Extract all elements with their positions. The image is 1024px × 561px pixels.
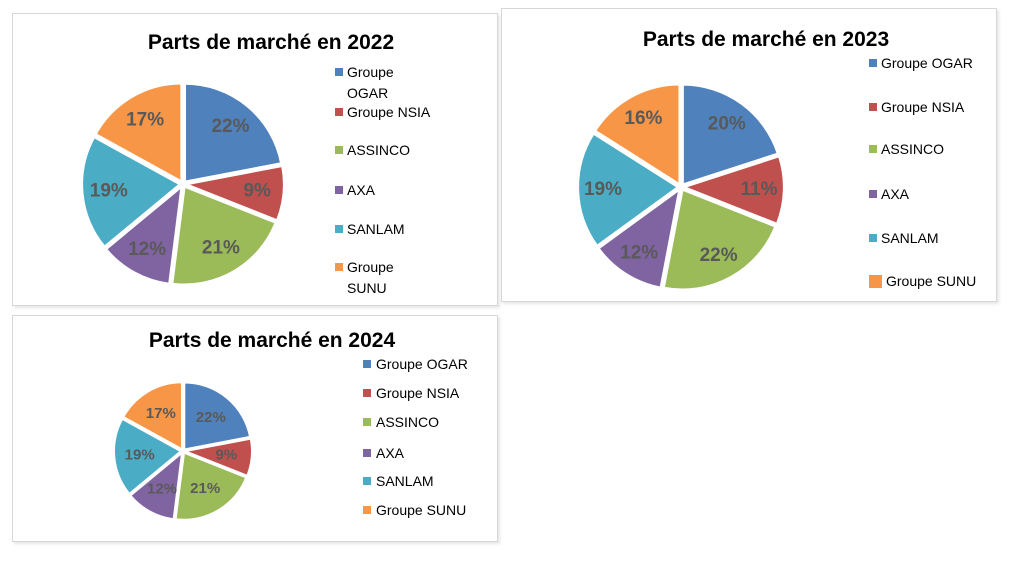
legend-color-swatch-assinco	[335, 146, 343, 154]
data-label-assinco: 22%	[700, 245, 738, 266]
legend-label-axa: AXA	[347, 181, 376, 198]
pie-slice-sanlam	[576, 132, 680, 247]
legend-color-swatch-groupe-nsia	[869, 103, 877, 111]
data-label-groupe-sunu: 17%	[126, 109, 164, 130]
data-label-groupe-sunu: 17%	[146, 405, 176, 422]
legend-color-swatch-sanlam	[363, 477, 371, 485]
legend-label-groupe-nsia: Groupe NSIA	[376, 384, 460, 401]
data-label-sanlam: 19%	[90, 181, 128, 202]
legend-color-swatch-assinco	[869, 145, 877, 153]
legend-color-swatch-axa	[363, 449, 371, 457]
legend-label-assinco: ASSINCO	[881, 140, 945, 157]
legend-label-groupe-ogar: Groupe OGAR	[376, 355, 468, 372]
legend-label-axa: AXA	[881, 185, 910, 202]
pie-slice-axa	[597, 188, 681, 289]
legend-label-groupe-ogar: Groupe OGAR	[881, 54, 973, 71]
legend-item-sanlam: SANLAM	[869, 228, 939, 249]
pie-slice-groupe-ogar	[183, 82, 283, 183]
chart-panel-2024: Parts de marché en 2024 22% 9% 21% 12% 19% 17…	[12, 315, 498, 542]
legend-color-swatch-groupe-ogar	[363, 360, 371, 368]
chart-panel-2022: Parts de marché en 2022 22% 9% 21% 12% 19% 17…	[12, 13, 498, 306]
data-label-groupe-nsia: 9%	[215, 447, 237, 464]
pie-slice-assinco	[174, 451, 248, 521]
legend-item-groupe-sunu: Groupe SUNU	[869, 271, 976, 292]
legend-item-axa: AXA	[363, 443, 404, 464]
pie-chart-2023: 20% 11% 22% 12% 19% 16%	[576, 83, 786, 291]
legend-label-assinco: ASSINCO	[376, 413, 440, 430]
pie-chart-2022: 22% 9% 21% 12% 19% 17%	[80, 82, 286, 286]
pie-slice-axa	[129, 451, 184, 521]
legend-label-sanlam: SANLAM	[376, 472, 434, 489]
legend-label-groupe-sunu: Groupe SUNU	[376, 501, 467, 518]
legend-item-groupe-ogar: Groupe OGAR	[363, 354, 468, 375]
legend-label-groupe-nsia: Groupe NSIA	[881, 98, 965, 115]
chart-title-2022: Parts de marché en 2022	[147, 31, 395, 54]
legend-item-groupe-nsia: Groupe NSIA	[869, 97, 964, 118]
chart-title-2024: Parts de marché en 2024	[148, 329, 396, 352]
legend-color-swatch-axa	[335, 186, 343, 194]
data-label-axa: 12%	[620, 242, 658, 263]
data-label-groupe-ogar: 20%	[708, 113, 746, 134]
legend-item-assinco: ASSINCO	[363, 412, 439, 433]
legend-label-assinco: ASSINCO	[347, 141, 411, 158]
legend-color-swatch-sanlam	[869, 234, 877, 242]
legend-item-axa: AXA	[335, 180, 375, 201]
pie-slice-groupe-nsia	[183, 437, 253, 477]
legend-color-swatch-groupe-sunu	[363, 506, 371, 514]
legend-color-swatch-groupe-sunu	[335, 263, 343, 271]
legend-item-assinco: ASSINCO	[869, 139, 944, 160]
pie-slice-sanlam	[113, 417, 183, 495]
legend-label-groupe-ogar: Groupe OGAR	[347, 63, 394, 101]
data-label-assinco: 21%	[202, 238, 240, 259]
legend-color-swatch-groupe-nsia	[363, 389, 371, 397]
legend-item-groupe-nsia: Groupe NSIA	[335, 102, 430, 123]
data-label-sanlam: 19%	[584, 179, 622, 200]
data-label-assinco: 21%	[190, 480, 220, 497]
legend-label-groupe-nsia: Groupe NSIA	[347, 103, 431, 120]
pie-slice-groupe-nsia	[682, 155, 786, 226]
legend-item-groupe-ogar: Groupe OGAR	[869, 53, 973, 74]
pie-slice-groupe-ogar	[681, 83, 779, 186]
legend-item-groupe-nsia: Groupe NSIA	[363, 383, 459, 404]
legend-item-sanlam: SANLAM	[335, 219, 405, 240]
data-label-groupe-ogar: 22%	[196, 409, 226, 426]
legend-label-axa: AXA	[376, 444, 405, 461]
pie-slice-groupe-sunu	[94, 82, 183, 183]
data-label-axa: 12%	[147, 481, 177, 498]
legend-item-groupe-sunu: Groupe SUNU	[335, 257, 394, 299]
legend-label-sanlam: SANLAM	[881, 229, 939, 246]
legend-item-axa: AXA	[869, 184, 909, 205]
legend-item-sanlam: SANLAM	[363, 471, 434, 492]
pie-chart-2024: 22% 9% 21% 12% 19% 17%	[113, 381, 253, 521]
chart-panel-2023: Parts de marché en 2023 20% 11% 22% 12% 19% 1…	[501, 8, 997, 302]
legend-label-groupe-sunu: Groupe SUNU	[347, 258, 394, 296]
data-label-groupe-nsia: 9%	[243, 181, 271, 202]
pie-slice-sanlam	[80, 135, 182, 248]
legend-color-swatch-sanlam	[335, 225, 343, 233]
pie-slice-axa	[104, 185, 183, 285]
data-label-groupe-sunu: 16%	[624, 108, 662, 129]
legend-color-swatch-groupe-ogar	[869, 59, 877, 67]
legend-color-swatch-assinco	[363, 418, 371, 426]
legend-item-assinco: ASSINCO	[335, 140, 410, 161]
pie-slice-groupe-sunu	[594, 83, 681, 186]
legend-color-swatch-axa	[869, 190, 877, 198]
pie-slice-groupe-sunu	[122, 381, 183, 451]
pie-slice-assinco	[171, 185, 277, 286]
legend-color-swatch-groupe-sunu	[869, 274, 882, 288]
legend-item-groupe-sunu: Groupe SUNU	[363, 500, 466, 521]
legend-item-groupe-ogar: Groupe OGAR	[335, 62, 394, 104]
legend-label-groupe-sunu: Groupe SUNU	[886, 272, 977, 289]
pie-slice-assinco	[662, 188, 777, 291]
data-label-groupe-nsia: 11%	[741, 179, 778, 200]
legend-color-swatch-groupe-nsia	[335, 108, 343, 116]
legend-label-sanlam: SANLAM	[347, 220, 405, 237]
pie-slice-groupe-ogar	[183, 381, 252, 451]
pie-slice-groupe-nsia	[184, 164, 286, 222]
data-label-axa: 12%	[128, 239, 166, 260]
chart-title-2023: Parts de marché en 2023	[642, 28, 890, 51]
legend-color-swatch-groupe-ogar	[335, 68, 343, 76]
data-label-groupe-ogar: 22%	[211, 116, 249, 137]
data-label-sanlam: 19%	[125, 447, 155, 464]
